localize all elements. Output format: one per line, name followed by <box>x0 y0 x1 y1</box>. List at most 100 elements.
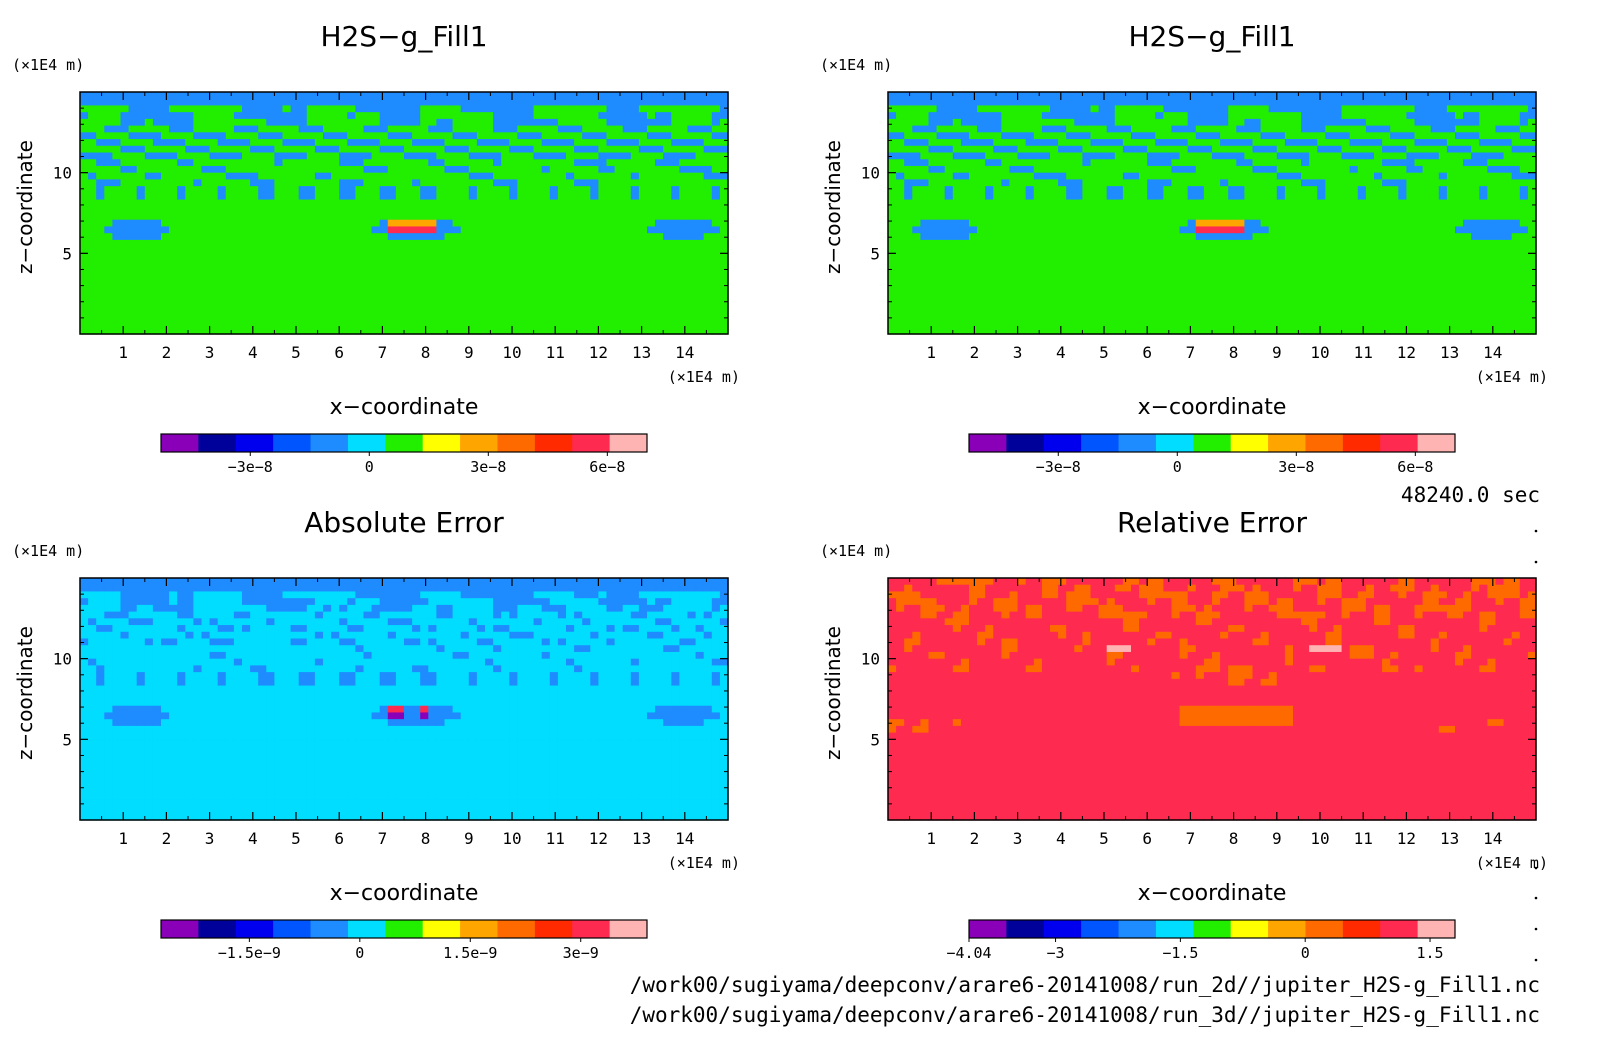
heatmap-cell <box>1220 92 1229 100</box>
heatmap-cell <box>1147 300 1156 308</box>
heatmap-cell <box>88 253 97 261</box>
heatmap-cell <box>1171 293 1181 301</box>
heatmap-cell <box>80 98 89 107</box>
heatmap-cell <box>1066 105 1075 113</box>
heatmap-cell <box>1260 112 1270 120</box>
heatmap-cell <box>428 280 437 288</box>
heatmap-cell <box>1114 132 1124 140</box>
heatmap-cell <box>436 112 446 120</box>
heatmap-cell <box>1195 118 1205 127</box>
heatmap-cell <box>96 226 105 234</box>
heatmap-cell <box>598 300 608 308</box>
heatmap-cell <box>647 286 656 295</box>
heatmap-cell <box>395 280 405 288</box>
heatmap-cell <box>655 98 664 107</box>
heatmap-cell <box>1066 266 1075 275</box>
heatmap-cell <box>1050 239 1059 248</box>
heatmap-cell <box>590 98 599 107</box>
heatmap-cell <box>323 145 332 154</box>
heatmap-cell <box>541 213 551 221</box>
heatmap-cell <box>525 233 535 241</box>
heatmap-cell <box>614 105 624 113</box>
heatmap-cell <box>993 165 1002 174</box>
heatmap-cell <box>525 239 535 248</box>
heatmap-cell <box>566 213 575 221</box>
heatmap-cell <box>1163 300 1173 308</box>
heatmap-cell <box>960 145 970 154</box>
heatmap-cell <box>371 300 381 308</box>
heatmap-cell <box>323 118 332 127</box>
heatmap-cell <box>1058 179 1067 187</box>
heatmap-cell <box>1325 239 1335 248</box>
heatmap-cell <box>525 139 535 147</box>
heatmap-cell <box>274 219 284 228</box>
heatmap-cell <box>888 132 897 140</box>
heatmap-cell <box>1033 98 1043 107</box>
heatmap-cell <box>185 152 194 160</box>
heatmap-cell <box>1325 112 1335 120</box>
heatmap-cell <box>952 145 962 154</box>
heatmap-cell <box>517 192 527 201</box>
heatmap-cell <box>485 219 494 228</box>
heatmap-cell <box>1228 145 1237 154</box>
heatmap-cell <box>928 219 938 228</box>
heatmap-cell <box>1284 239 1294 248</box>
heatmap-cell <box>1244 286 1254 295</box>
heatmap-cell <box>395 327 405 335</box>
heatmap-cell <box>436 118 446 127</box>
heatmap-cell <box>274 327 284 335</box>
heatmap-cell <box>436 125 446 133</box>
heatmap-cell <box>104 192 113 201</box>
heatmap-cell <box>169 132 178 140</box>
heatmap-cell <box>663 139 672 147</box>
heatmap-cell <box>638 145 648 154</box>
heatmap-cell <box>671 118 680 127</box>
heatmap-cell <box>233 320 243 328</box>
heatmap-cell <box>1276 98 1286 107</box>
heatmap-cell <box>1001 273 1011 281</box>
heatmap-cell <box>1163 246 1173 254</box>
heatmap-cell <box>1268 280 1278 288</box>
heatmap-cell <box>355 320 365 328</box>
heatmap-cell <box>323 273 332 281</box>
heatmap-cell <box>1131 139 1140 147</box>
heatmap-cell <box>493 307 502 315</box>
heatmap-cell <box>969 266 978 275</box>
heatmap-cell <box>290 206 300 214</box>
heatmap-cell <box>606 300 616 308</box>
heatmap-cell <box>485 159 494 167</box>
heatmap-cell <box>1074 313 1083 322</box>
heatmap-cell <box>952 165 962 174</box>
heatmap-cell <box>1195 125 1205 133</box>
heatmap-cell <box>1252 293 1262 301</box>
heatmap-cell <box>323 112 332 120</box>
heatmap-cell <box>136 307 146 315</box>
heatmap-cell <box>703 260 713 268</box>
heatmap-cell <box>1317 199 1326 207</box>
heatmap-cell <box>282 226 292 234</box>
heatmap-cell <box>1139 186 1148 194</box>
heatmap-cell <box>104 239 113 248</box>
heatmap-cell <box>896 213 905 221</box>
heatmap-cell <box>1284 145 1294 154</box>
heatmap-cell <box>1122 98 1132 107</box>
heatmap-cell <box>1268 199 1278 207</box>
heatmap-cell <box>533 139 543 147</box>
heatmap-cell <box>1228 132 1237 140</box>
heatmap-cell <box>663 199 672 207</box>
heatmap-cell <box>193 112 203 120</box>
heatmap-cell <box>969 132 978 140</box>
heatmap-cell <box>282 307 292 315</box>
heatmap-cell <box>266 219 275 228</box>
heatmap-cell <box>128 98 138 107</box>
heatmap-cell <box>96 320 105 328</box>
heatmap-cell <box>476 273 486 281</box>
heatmap-cell <box>1252 145 1262 154</box>
heatmap-cell <box>323 165 332 174</box>
heatmap-cell <box>152 307 162 315</box>
heatmap-cell <box>96 260 105 268</box>
heatmap-cell <box>96 206 105 214</box>
heatmap-cell <box>590 266 599 275</box>
heatmap-cell <box>1066 239 1075 248</box>
heatmap-cell <box>1114 213 1124 221</box>
